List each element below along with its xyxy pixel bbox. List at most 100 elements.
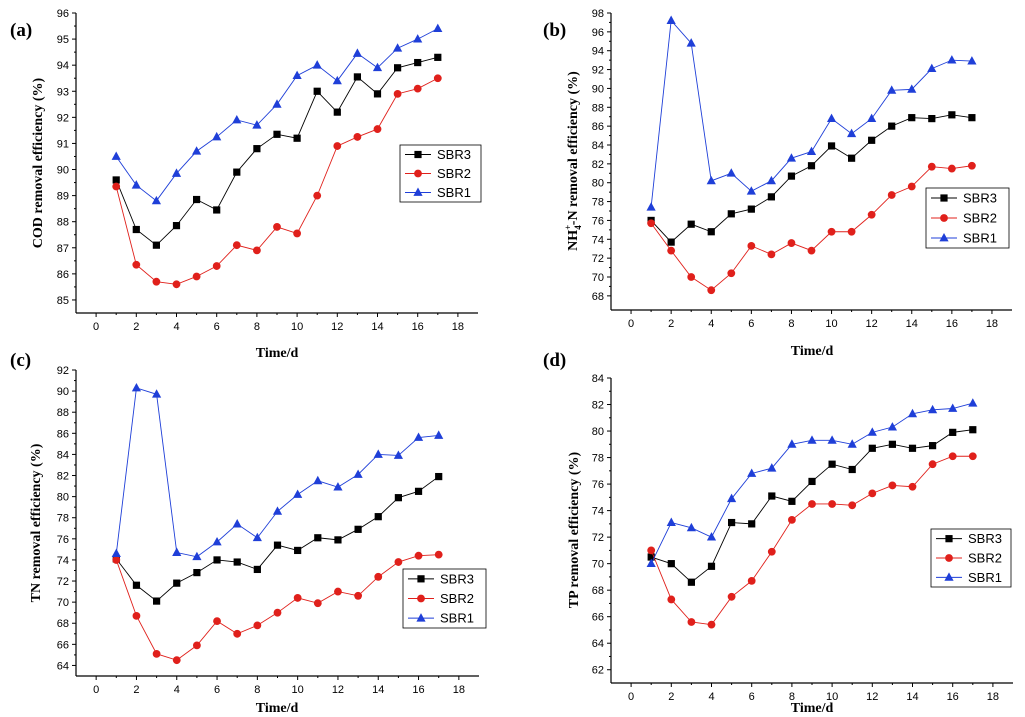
data-point-sbr1 [927, 63, 937, 73]
data-point-sbr2 [867, 210, 876, 219]
data-point-sbr3 [788, 497, 796, 505]
y-tick-label: 94 [592, 46, 604, 58]
data-point-sbr3 [727, 210, 735, 218]
data-point-sbr2 [374, 572, 383, 581]
data-point-sbr1 [413, 432, 424, 441]
data-point-sbr1 [867, 113, 877, 122]
data-point-sbr3 [767, 193, 775, 201]
data-point-sbr2 [807, 246, 816, 255]
y-tick-label: 96 [57, 8, 69, 20]
legend-marker-sbr2 [940, 214, 948, 222]
y-tick-label: 74 [592, 234, 604, 246]
panel-label: (b) [543, 20, 566, 41]
series-sbr2 [647, 161, 976, 295]
y-tick-label: 68 [592, 291, 604, 303]
x-tick-label: 16 [947, 691, 959, 703]
data-point-sbr2 [212, 262, 221, 270]
series-line-sbr1 [115, 387, 439, 558]
data-point-sbr3 [132, 225, 140, 234]
data-point-sbr3 [313, 87, 321, 95]
data-point-sbr1 [152, 389, 162, 398]
series-sbr1 [646, 398, 978, 568]
legend-marker-sbr3 [940, 194, 948, 202]
data-point-sbr2 [968, 452, 977, 461]
series-sbr1 [111, 382, 444, 561]
y-tick-label: 98 [592, 8, 604, 20]
y-tick-label: 84 [592, 373, 604, 385]
legend: SBR3 SBR2 SBR1 [402, 568, 487, 629]
data-point-sbr1 [706, 175, 716, 185]
x-tick-label: 6 [748, 318, 754, 330]
x-tick-label: 14 [372, 684, 384, 696]
data-point-sbr3 [253, 145, 261, 153]
series-line-sbr3 [115, 56, 438, 246]
y-tick-label: 72 [57, 576, 69, 588]
data-point-sbr1 [293, 489, 303, 498]
data-point-sbr2 [112, 556, 121, 564]
y-tick-label: 84 [592, 140, 604, 152]
y-tick-label: 76 [57, 534, 69, 546]
data-point-sbr1 [907, 84, 917, 93]
data-point-sbr2 [112, 182, 121, 191]
series-line-sbr3 [650, 114, 972, 243]
x-tick-label: 12 [866, 691, 878, 703]
legend-label-sbr1: SBR1 [963, 231, 997, 246]
y-tick-label: 64 [592, 638, 604, 650]
y-tick-label: 86 [57, 269, 69, 281]
y-tick-label: 88 [57, 217, 69, 229]
x-tick-label: 2 [133, 684, 139, 696]
data-point-sbr2 [667, 595, 676, 604]
y-axis-label-sub: 4 [573, 225, 583, 230]
data-point-sbr3 [667, 560, 675, 568]
data-point-sbr2 [687, 273, 696, 281]
x-tick-label: 2 [668, 318, 674, 330]
data-point-sbr3 [888, 440, 896, 448]
x-tick-label: 6 [214, 321, 220, 333]
data-point-sbr2 [393, 89, 402, 98]
y-tick-label: 80 [592, 426, 604, 438]
legend-label-sbr2: SBR2 [968, 551, 1002, 566]
data-point-sbr1 [706, 532, 717, 541]
data-point-sbr2 [313, 599, 322, 608]
x-tick-label: 12 [331, 321, 343, 333]
data-point-sbr2 [313, 191, 322, 200]
data-point-sbr3 [333, 108, 341, 116]
data-point-sbr3 [193, 568, 201, 577]
y-tick-label: 90 [57, 386, 69, 398]
data-point-sbr2 [253, 246, 261, 255]
panel-label: (a) [10, 20, 32, 41]
series-sbr2 [112, 550, 443, 665]
series-sbr2 [112, 74, 442, 289]
series-sbr1 [646, 15, 977, 211]
x-tick-label: 8 [254, 684, 260, 696]
data-point-sbr1 [111, 548, 121, 557]
legend-label-sbr2: SBR2 [440, 591, 474, 606]
y-tick-label: 78 [57, 513, 69, 525]
x-tick-label: 16 [412, 684, 424, 696]
series-line-sbr1 [650, 19, 972, 208]
data-point-sbr3 [353, 73, 361, 81]
legend-marker-sbr2 [945, 554, 953, 562]
legend-label-sbr2: SBR2 [437, 166, 471, 181]
data-point-sbr2 [948, 452, 957, 461]
x-tick-label: 8 [788, 318, 794, 330]
series-sbr2 [647, 452, 977, 629]
y-tick-label: 64 [57, 660, 69, 672]
series-sbr3 [112, 53, 442, 249]
data-point-sbr3 [807, 162, 816, 170]
data-point-sbr1 [907, 408, 918, 418]
y-axis-label-group: NH+4-N removal efficiency (%) [563, 71, 583, 251]
data-point-sbr3 [394, 64, 402, 72]
y-tick-label: 90 [592, 83, 604, 95]
data-point-sbr3 [233, 168, 241, 176]
data-point-sbr3 [213, 206, 221, 214]
data-point-sbr2 [828, 500, 836, 508]
data-point-sbr1 [292, 70, 302, 80]
data-point-sbr1 [232, 114, 242, 124]
data-point-sbr2 [647, 546, 656, 555]
data-point-sbr2 [232, 241, 241, 250]
y-axis-label-group: TP removal efficiency (%) [567, 451, 582, 608]
data-point-sbr3 [828, 460, 836, 468]
x-tick-label: 0 [628, 691, 634, 703]
data-point-sbr1 [786, 153, 797, 162]
